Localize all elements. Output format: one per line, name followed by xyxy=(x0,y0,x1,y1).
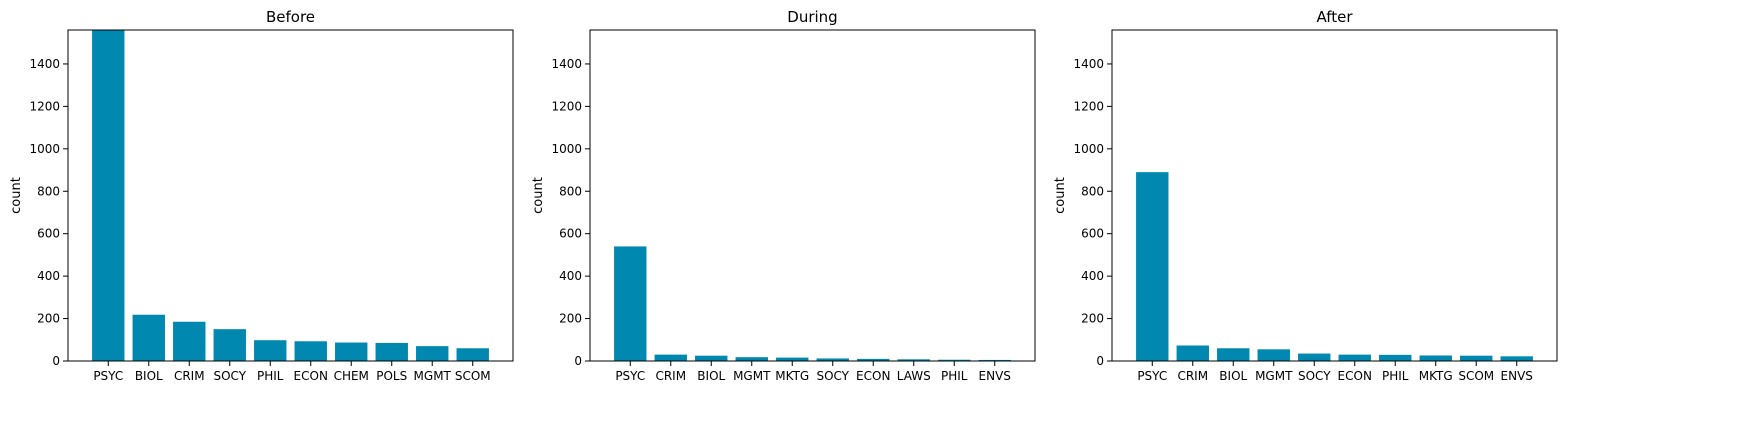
x-tick-label: BIOL xyxy=(697,369,725,383)
y-tick-label: 1400 xyxy=(551,57,582,71)
x-tick-label: PHIL xyxy=(1382,369,1409,383)
y-tick-label: 400 xyxy=(37,269,60,283)
y-tick-label: 0 xyxy=(52,354,60,368)
x-tick-label: MGMT xyxy=(733,369,771,383)
y-tick-label: 800 xyxy=(37,184,60,198)
x-tick-label: SCOM xyxy=(1458,369,1494,383)
bar-econ xyxy=(857,358,890,361)
x-tick-label: CHEM xyxy=(334,369,369,383)
y-tick-label: 1000 xyxy=(29,142,60,156)
bar-phil xyxy=(938,359,971,361)
chart-title: During xyxy=(787,8,837,26)
x-tick-label: MKTG xyxy=(1419,369,1453,383)
x-tick-label: ENVS xyxy=(979,369,1011,383)
x-tick-label: SOCY xyxy=(213,369,246,383)
bar-socy xyxy=(816,358,849,361)
bar-mgmt xyxy=(1257,349,1290,361)
x-tick-label: CRIM xyxy=(174,369,205,383)
bar-scom xyxy=(1460,355,1493,361)
plot-frame xyxy=(589,29,1036,362)
y-axis-label: count xyxy=(9,177,24,214)
bar-crim xyxy=(654,354,687,361)
bar-mgmt xyxy=(735,357,768,361)
y-tick-label: 400 xyxy=(1081,269,1104,283)
y-tick-label: 400 xyxy=(559,269,582,283)
x-tick-label: SOCY xyxy=(816,369,849,383)
chart-title: After xyxy=(1316,8,1353,26)
bar-psyc xyxy=(614,246,647,361)
x-tick-label: ECON xyxy=(294,369,328,383)
bar-pols xyxy=(375,342,408,361)
x-tick-label: SOCY xyxy=(1298,369,1331,383)
bar-econ xyxy=(1338,354,1371,361)
x-tick-label: MGMT xyxy=(1255,369,1293,383)
y-tick-label: 1000 xyxy=(551,142,582,156)
bar-phil xyxy=(1379,354,1412,361)
bar-psyc xyxy=(92,30,125,361)
x-tick-label: ECON xyxy=(856,369,890,383)
bar-laws xyxy=(897,359,930,361)
chart-panel-after: 0 200 400 600 800 1000 1200 1400 PSYC CRIM BIOL MGM… xyxy=(1053,8,1558,383)
bar-biol xyxy=(695,355,728,361)
y-tick-label: 1200 xyxy=(1073,99,1104,113)
bar-phil xyxy=(254,340,287,361)
x-tick-label: PHIL xyxy=(941,369,968,383)
y-tick-label: 600 xyxy=(37,227,60,241)
x-tick-label: PSYC xyxy=(1137,369,1167,383)
bar-socy xyxy=(1298,353,1331,361)
bar-envs xyxy=(978,359,1011,361)
plot-frame xyxy=(1111,29,1558,362)
bar-psyc xyxy=(1136,172,1169,361)
y-tick-label: 1200 xyxy=(29,99,60,113)
x-tick-label: MGMT xyxy=(414,369,452,383)
y-tick-label: 200 xyxy=(559,312,582,326)
bar-envs xyxy=(1500,356,1533,361)
x-tick-label: ENVS xyxy=(1501,369,1533,383)
y-tick-label: 600 xyxy=(1081,227,1104,241)
bar-crim xyxy=(1176,345,1209,361)
x-tick-label: PSYC xyxy=(93,369,123,383)
bar-biol xyxy=(132,314,165,361)
y-tick-label: 200 xyxy=(37,312,60,326)
bar-chem xyxy=(335,342,368,361)
x-tick-label: BIOL xyxy=(1219,369,1247,383)
bar-mktg xyxy=(776,357,809,361)
y-tick-label: 0 xyxy=(574,354,582,368)
x-tick-label: SCOM xyxy=(455,369,491,383)
x-tick-label: CRIM xyxy=(655,369,686,383)
x-tick-label: PHIL xyxy=(257,369,284,383)
chart-panel-before: 0 200 400 600 800 1000 1200 1400 PSYC BIOL CRIM SOC… xyxy=(9,8,514,383)
bar-mktg xyxy=(1419,355,1452,361)
x-tick-label: CRIM xyxy=(1177,369,1208,383)
y-axis-label: count xyxy=(1053,177,1068,214)
x-tick-label: LAWS xyxy=(897,369,931,383)
y-tick-label: 200 xyxy=(1081,312,1104,326)
chart-panel-during: 0 200 400 600 800 1000 1200 1400 PSYC CRIM BIOL MGM… xyxy=(531,8,1036,383)
x-tick-label: PSYC xyxy=(615,369,645,383)
x-tick-label: ECON xyxy=(1338,369,1372,383)
x-tick-label: MKTG xyxy=(775,369,809,383)
y-tick-label: 1000 xyxy=(1073,142,1104,156)
bar-mgmt xyxy=(416,346,449,361)
plot-frame xyxy=(67,29,514,362)
x-tick-label: POLS xyxy=(376,369,407,383)
y-tick-label: 0 xyxy=(1096,354,1104,368)
y-tick-label: 1400 xyxy=(29,57,60,71)
y-axis-label: count xyxy=(531,177,546,214)
y-tick-label: 800 xyxy=(1081,184,1104,198)
chart-title: Before xyxy=(266,8,315,26)
bar-econ xyxy=(294,341,327,361)
bar-socy xyxy=(213,329,246,361)
bar-crim xyxy=(173,321,206,361)
y-tick-label: 600 xyxy=(559,227,582,241)
y-tick-label: 800 xyxy=(559,184,582,198)
x-tick-label: BIOL xyxy=(135,369,163,383)
bar-biol xyxy=(1217,348,1250,361)
bar-scom xyxy=(456,348,489,361)
y-tick-label: 1400 xyxy=(1073,57,1104,71)
y-tick-label: 1200 xyxy=(551,99,582,113)
